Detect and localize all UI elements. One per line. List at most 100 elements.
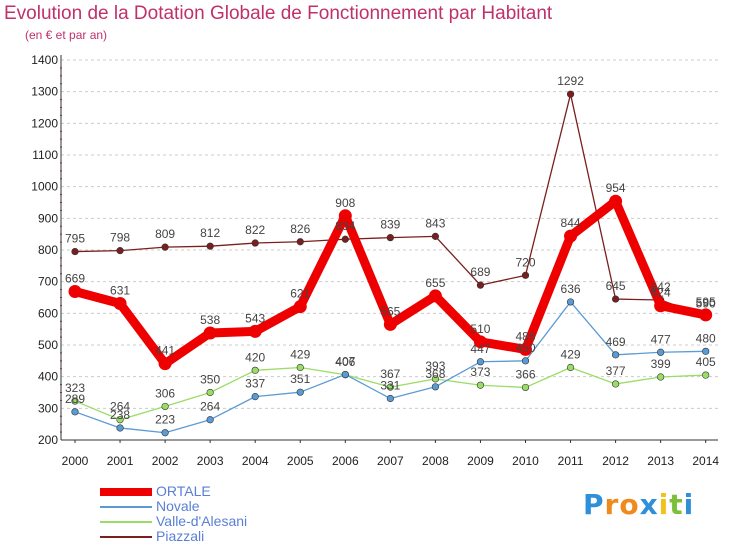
data-label-valle-d-alesani-2014: 405	[696, 355, 716, 369]
data-point-novale-2013	[657, 348, 665, 356]
data-label-novale-2010: 450	[515, 341, 535, 355]
data-label-novale-2004: 337	[245, 377, 265, 391]
data-point-novale-2002	[161, 429, 169, 437]
data-label-piazzali-2002: 809	[155, 227, 175, 241]
legend-label-valle-dalesani: Valle-d'Alesani	[156, 513, 248, 529]
data-label-piazzali-2005: 826	[290, 222, 310, 236]
x-tick-label-2010: 2010	[512, 454, 539, 468]
data-point-ortale-2013	[654, 299, 668, 313]
legend-swatch-novale	[100, 506, 152, 508]
data-point-valle-d-alesani-2000	[71, 397, 79, 405]
data-label-valle-d-alesani-2003: 350	[200, 373, 220, 387]
x-tick-label-2012: 2012	[602, 454, 629, 468]
data-point-novale-2007	[386, 394, 394, 403]
data-label-valle-d-alesani-2013: 399	[651, 357, 671, 371]
data-point-valle-d-alesani-2008	[431, 375, 440, 383]
data-label-novale-2002: 223	[155, 413, 175, 427]
legend-swatch-piazzali	[100, 536, 152, 538]
data-label-ortale-2013: 624	[651, 286, 671, 300]
legend-item-valle-dalesani: Valle-d'Alesani	[100, 514, 400, 529]
data-point-ortale-2006	[338, 209, 352, 223]
x-tick-label-2014: 2014	[692, 454, 719, 468]
data-label-ortale-2004: 543	[245, 311, 265, 325]
data-label-valle-d-alesani-2008: 393	[425, 359, 445, 373]
data-label-ortale-2012: 954	[606, 181, 626, 195]
data-label-piazzali-2004: 822	[245, 223, 265, 237]
y-tick-label-1100: 1100	[32, 148, 58, 162]
data-label-piazzali-2014: 590	[696, 297, 716, 311]
y-tick-label-200: 200	[38, 433, 58, 447]
data-point-ortale-2000	[68, 284, 82, 298]
data-point-ortale-2009	[473, 335, 487, 349]
data-label-novale-2009: 447	[470, 342, 490, 356]
data-point-novale-2008	[431, 383, 440, 391]
data-label-novale-2006: 407	[335, 354, 355, 368]
data-point-piazzali-2001	[116, 247, 124, 255]
data-label-novale-2011: 636	[561, 282, 581, 296]
data-label-piazzali-2011: 1292	[557, 74, 584, 88]
x-tick-label-2002: 2002	[152, 454, 179, 468]
data-label-ortale-2000: 669	[65, 271, 85, 285]
data-point-valle-d-alesani-2012	[611, 380, 620, 388]
chart-subtitle: (en € et par an)	[25, 28, 108, 42]
data-point-valle-d-alesani-2014	[702, 371, 710, 379]
x-tick-label-2013: 2013	[647, 454, 674, 468]
data-point-ortale-2007	[383, 317, 397, 331]
data-point-novale-2005	[296, 388, 304, 396]
logo-letter: i	[658, 488, 670, 521]
y-tick-label-500: 500	[38, 338, 58, 352]
data-point-valle-d-alesani-2009	[476, 381, 485, 389]
legend-item-novale: Novale	[100, 499, 400, 514]
y-tick-label-1300: 1300	[31, 85, 58, 99]
data-label-ortale-2001: 631	[110, 284, 130, 298]
data-label-valle-d-alesani-2005: 429	[290, 347, 310, 361]
data-label-piazzali-2012: 645	[606, 279, 626, 293]
data-label-piazzali-2009: 689	[470, 265, 490, 279]
data-point-novale-2011	[566, 298, 575, 306]
data-label-valle-d-alesani-2006: 406	[335, 355, 355, 369]
x-tick-label-2000: 2000	[62, 454, 89, 468]
data-point-piazzali-2012	[611, 295, 620, 303]
y-tick-label-900: 900	[38, 211, 58, 225]
data-point-ortale-2002	[158, 357, 172, 371]
data-point-piazzali-2000	[71, 247, 79, 256]
data-point-ortale-2003	[203, 326, 217, 340]
x-tick-label-2011: 2011	[558, 454, 584, 468]
data-label-piazzali-2010: 720	[515, 255, 535, 269]
y-tick-label-1400: 1400	[31, 53, 58, 67]
data-point-valle-d-alesani-2004	[251, 366, 259, 374]
series-lines	[68, 90, 713, 437]
data-point-novale-2001	[116, 424, 124, 432]
data-point-piazzali-2010	[521, 271, 530, 279]
data-point-piazzali-2006	[341, 235, 349, 243]
legend-label-piazzali: Piazzali	[156, 528, 205, 544]
y-tick-label-600: 600	[38, 306, 58, 320]
data-label-novale-2008: 368	[425, 367, 445, 381]
data-point-novale-2000	[71, 408, 79, 416]
y-tick-label-1200: 1200	[31, 116, 58, 130]
data-point-valle-d-alesani-2010	[521, 383, 530, 392]
data-label-novale-2012: 469	[606, 335, 626, 349]
data-point-novale-2014	[702, 347, 710, 355]
data-point-piazzali-2002	[161, 243, 169, 251]
data-point-valle-d-alesani-2001	[116, 416, 124, 424]
data-label-ortale-2006: 908	[335, 196, 355, 210]
data-label-piazzali-2001: 798	[110, 231, 130, 245]
logo-letter: P	[583, 488, 605, 521]
data-point-novale-2012	[611, 351, 620, 359]
data-label-valle-d-alesani-2010: 366	[515, 367, 535, 381]
data-label-ortale-2010: 486	[515, 329, 535, 343]
data-label-ortale-2007: 565	[380, 304, 400, 318]
data-label-valle-d-alesani-2012: 377	[606, 364, 626, 378]
data-label-valle-d-alesani-2002: 306	[155, 386, 175, 400]
data-point-piazzali-2009	[476, 281, 485, 289]
data-point-valle-d-alesani-2003	[206, 388, 214, 397]
data-point-valle-d-alesani-2007	[386, 383, 394, 391]
data-labels: 795 798 809 812 822 826 834 839 843 689 720 1292 645…	[65, 74, 716, 427]
y-tick-label-1000: 1000	[31, 180, 58, 194]
data-label-valle-d-alesani-2007: 367	[380, 367, 400, 381]
logo-letter: i	[683, 488, 695, 521]
data-label-ortale-2008: 655	[425, 276, 445, 290]
legend-label-ortale: ORTALE	[156, 483, 211, 499]
data-label-piazzali-2007: 839	[380, 218, 400, 232]
